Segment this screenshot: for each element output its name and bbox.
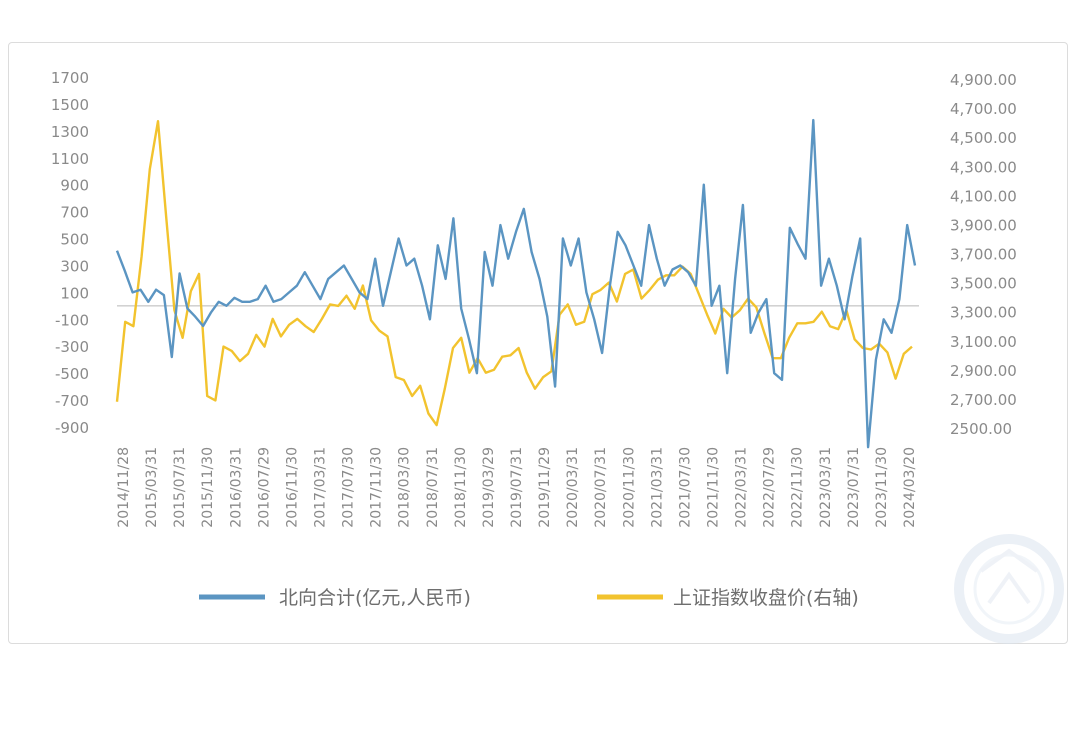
legend-label-blue: 北向合计(亿元,人民币) [279,587,471,609]
x-tick-label: 2020/11/30 [621,447,637,528]
x-tick-label: 2023/07/31 [846,447,862,528]
left-tick-label: -900 [55,419,89,437]
right-tick-label: 2,700.00 [950,391,1017,409]
x-tick-label: 2022/03/31 [734,447,750,528]
x-tick-label: 2016/03/31 [228,447,244,528]
right-axis-ticks: 4,900.00 4,700.00 4,500.00 4,300.00 4,100.00… [950,71,1017,438]
right-tick-label: 2,900.00 [950,362,1017,380]
dual-axis-line-chart: 1700 1500 1300 1100 900 700 500 300 100 -100 -300 -… [51,69,1064,644]
legend-label-yellow: 上证指数收盘价(右轴) [673,587,859,609]
right-tick-label: 3,100.00 [950,333,1017,351]
left-tick-label: -100 [55,311,89,329]
left-tick-label: 1700 [51,69,89,87]
left-tick-label: 100 [60,284,89,302]
x-tick-label: 2021/07/30 [677,447,693,528]
x-tick-label: 2020/03/31 [565,447,581,528]
x-axis-ticks: 2014/11/28 2015/03/31 2015/07/31 2015/11/30… [116,447,918,528]
left-axis-ticks: 1700 1500 1300 1100 900 700 500 300 100 -100 -300 -… [51,69,89,437]
left-tick-label: 1500 [51,96,89,114]
x-tick-label: 2021/11/30 [706,447,722,528]
x-tick-label: 2015/03/31 [144,447,160,528]
x-tick-label: 2023/03/31 [818,447,834,528]
x-tick-label: 2017/07/30 [341,447,357,528]
x-tick-label: 2016/07/29 [256,447,272,528]
x-tick-label: 2023/11/30 [874,447,890,528]
legend: 北向合计(亿元,人民币) 上证指数收盘价(右轴) [199,587,859,609]
x-tick-label: 2019/11/29 [537,447,553,528]
right-tick-label: 4,100.00 [950,187,1017,205]
x-tick-label: 2019/07/31 [509,447,525,528]
x-tick-label: 2020/07/31 [593,447,609,528]
series-line-blue [115,118,917,449]
x-tick-label: 2022/11/30 [790,447,806,528]
left-tick-label: -300 [55,338,89,356]
left-tick-label: -500 [55,365,89,383]
right-tick-label: 3,500.00 [950,275,1017,293]
right-tick-label: 3,900.00 [950,216,1017,234]
left-tick-label: 500 [60,231,89,249]
x-tick-label: 2022/07/29 [762,447,778,528]
x-tick-label: 2017/11/30 [369,447,385,528]
right-tick-label: 2500.00 [950,420,1012,438]
right-tick-label: 4,500.00 [950,129,1017,147]
x-tick-label: 2017/03/31 [313,447,329,528]
x-tick-label: 2021/03/31 [649,447,665,528]
x-tick-label: 2018/07/31 [425,447,441,528]
x-tick-label: 2014/11/28 [116,447,132,528]
left-tick-label: -700 [55,392,89,410]
x-tick-label: 2015/07/31 [172,447,188,528]
chart-card: 1700 1500 1300 1100 900 700 500 300 100 -100 -300 -… [8,42,1068,644]
right-tick-label: 3,300.00 [950,304,1017,322]
left-tick-label: 700 [60,204,89,222]
left-tick-label: 300 [60,257,89,275]
left-tick-label: 1300 [51,123,89,141]
x-tick-label: 2016/11/30 [284,447,300,528]
right-tick-label: 4,700.00 [950,100,1017,118]
right-tick-label: 3,700.00 [950,246,1017,264]
left-tick-label: 900 [60,177,89,195]
x-tick-label: 2024/03/20 [902,447,918,528]
left-tick-label: 1100 [51,150,89,168]
series-line-yellow [115,120,913,427]
right-tick-label: 4,900.00 [950,71,1017,89]
x-tick-label: 2015/11/30 [200,447,216,528]
right-tick-label: 4,300.00 [950,158,1017,176]
x-tick-label: 2019/03/29 [481,447,497,528]
x-tick-label: 2018/03/30 [397,447,413,528]
watermark-logo [954,534,1064,644]
x-tick-label: 2018/11/30 [453,447,469,528]
